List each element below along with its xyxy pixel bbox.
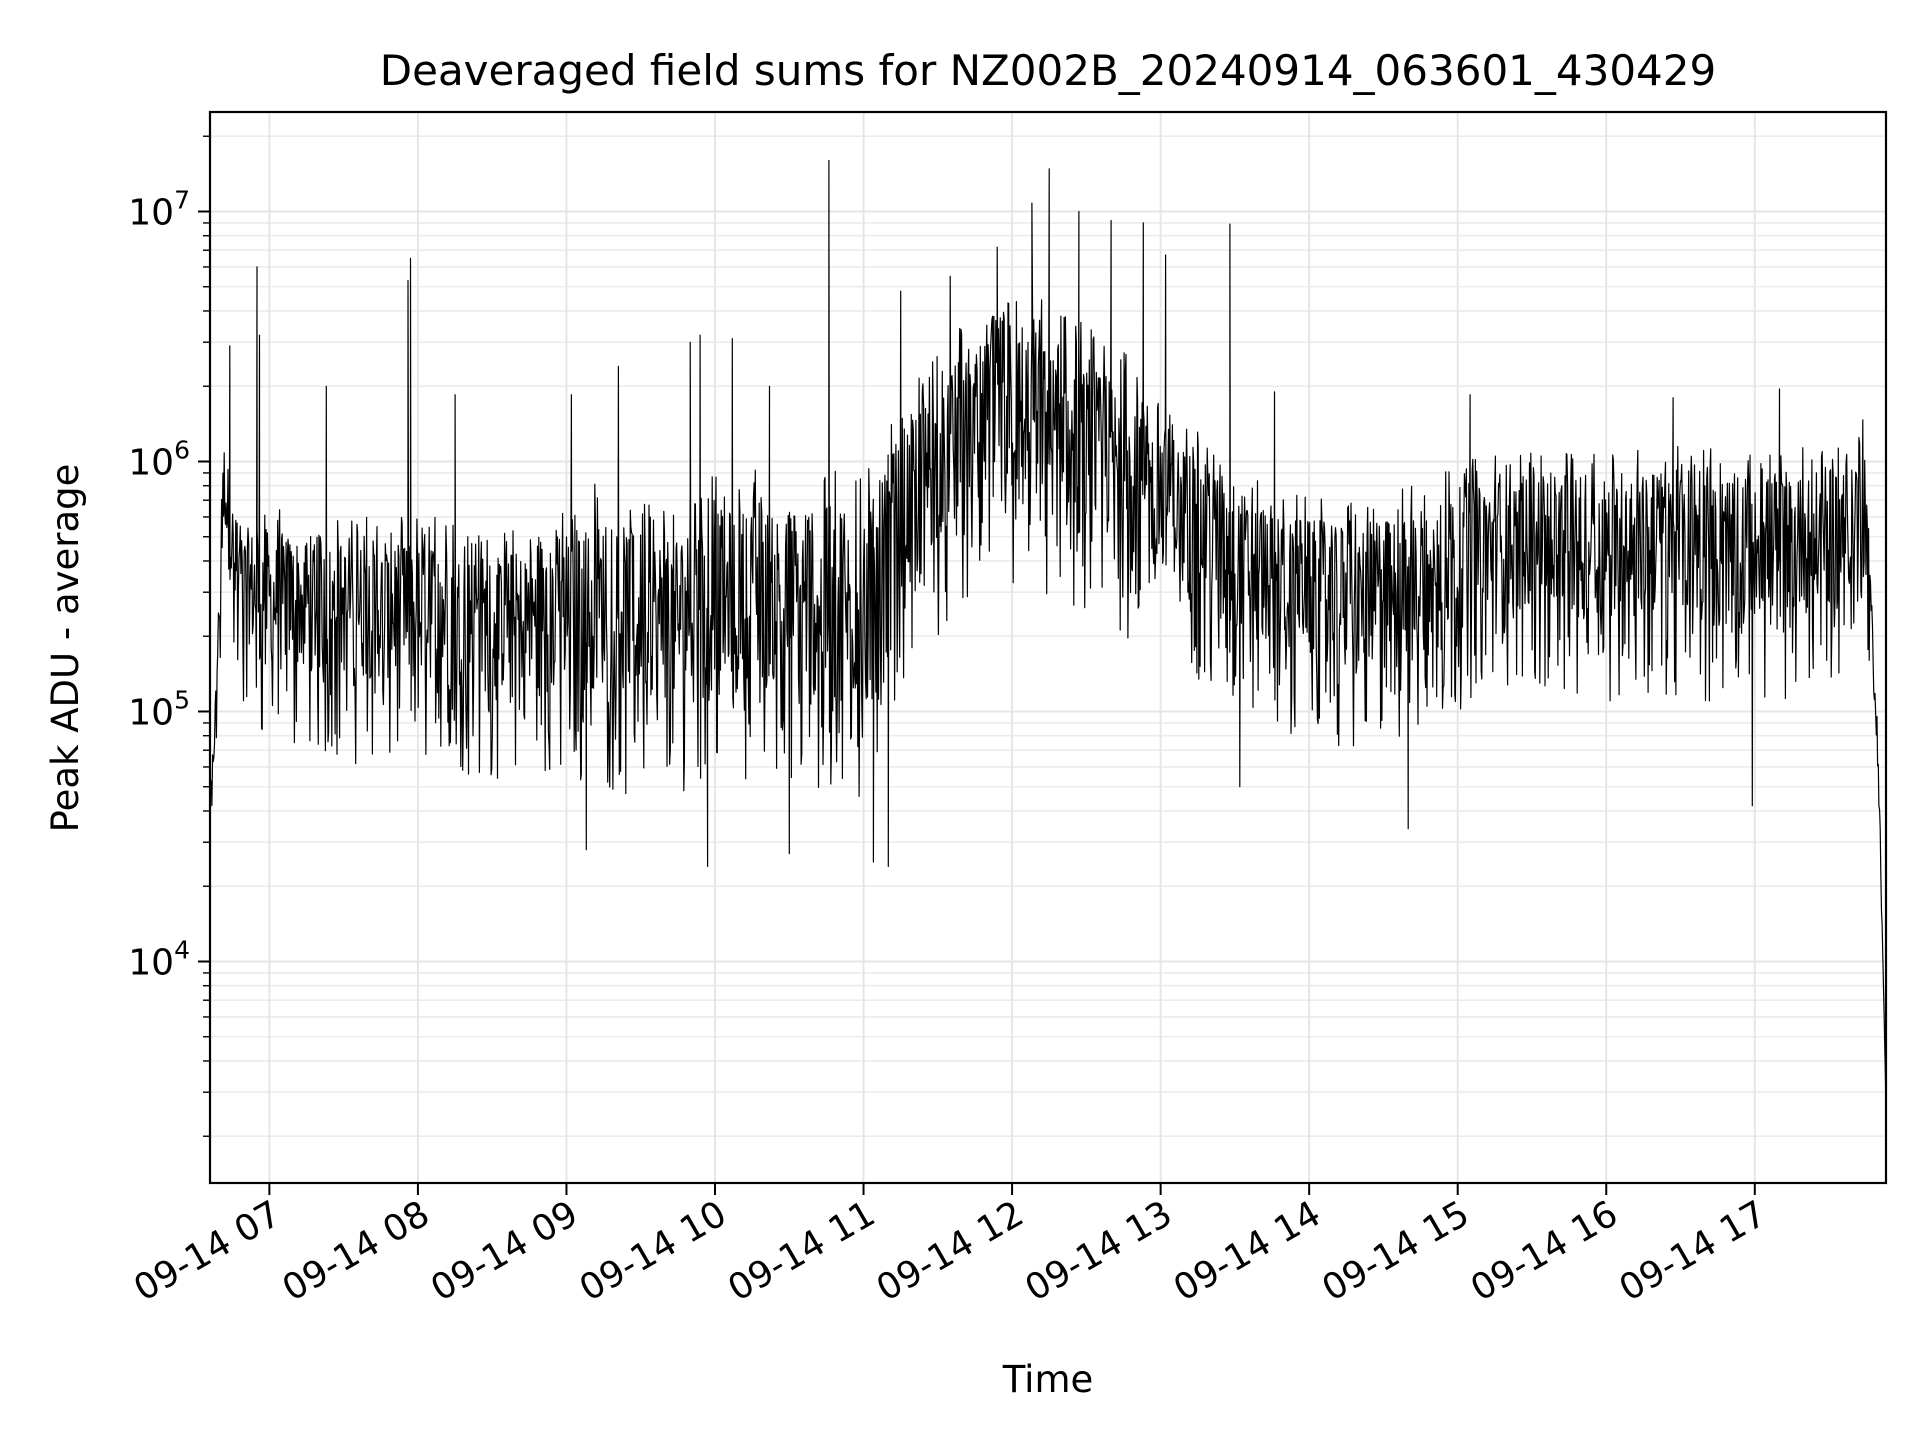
y-tick-label: 106 <box>128 435 190 483</box>
plot-frame <box>208 110 1888 1185</box>
y-tick-label-exponent: 6 <box>174 435 190 464</box>
y-tick-label-exponent: 4 <box>174 935 190 964</box>
y-tick-label: 105 <box>128 685 190 733</box>
y-tick-label-base: 10 <box>128 942 174 983</box>
y-tick-label-exponent: 5 <box>174 685 190 714</box>
chart-title: Deaveraged field sums for NZ002B_2024091… <box>380 46 1716 95</box>
series-line <box>209 159 1887 1107</box>
y-axis-label: Peak ADU - average <box>44 464 87 833</box>
y-tick-label-exponent: 7 <box>174 185 190 214</box>
y-tick-label: 107 <box>128 185 190 233</box>
y-tick-label-base: 10 <box>128 442 174 483</box>
y-tick-label-base: 10 <box>128 692 174 733</box>
series-layer <box>209 159 1887 1107</box>
x-axis-label: Time <box>1002 1358 1094 1401</box>
y-tick-label: 104 <box>128 935 190 983</box>
y-tick-label-base: 10 <box>128 192 174 233</box>
